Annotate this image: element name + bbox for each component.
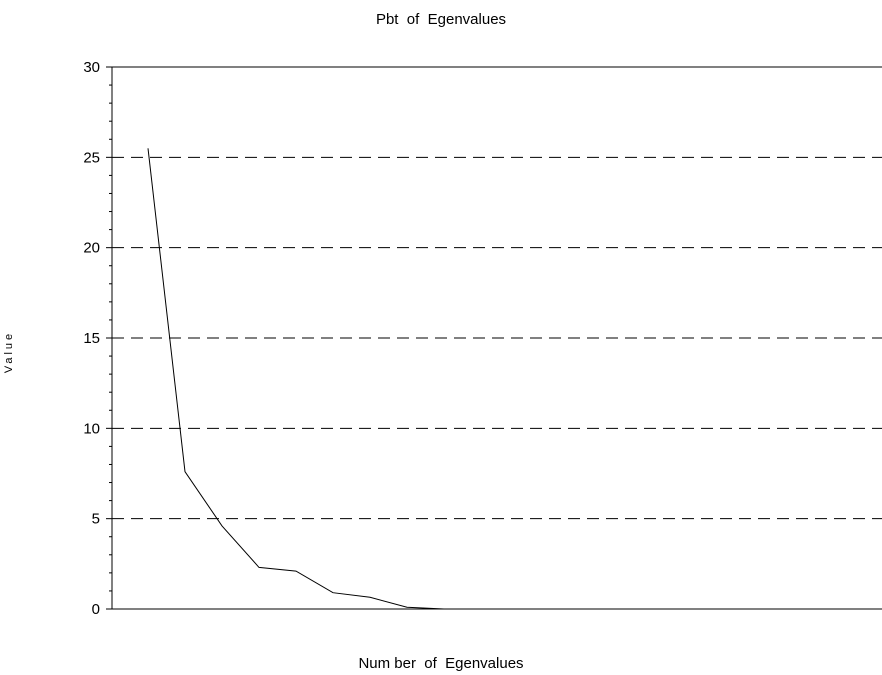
gridlines [112,156,882,520]
y-axis-label: Value [3,330,16,374]
minor-ticks [106,66,112,610]
y-tick-label: 25 [83,149,100,166]
y-tick-label: 15 [83,330,100,347]
y-tick-labels: 0 5 10 15 20 25 30 [83,59,100,618]
series-line-0 [147,148,882,610]
y-tick-label: 20 [83,240,100,257]
series [147,148,882,610]
y-tick-label: 0 [92,601,100,618]
y-tick-label: 30 [83,59,100,76]
x-axis-label: Num ber of Egenvalues [358,655,524,672]
y-tick-label: 10 [83,420,100,437]
y-tick-label: 5 [92,511,100,528]
chart-title: Pbt of Egenvalues [375,11,507,28]
